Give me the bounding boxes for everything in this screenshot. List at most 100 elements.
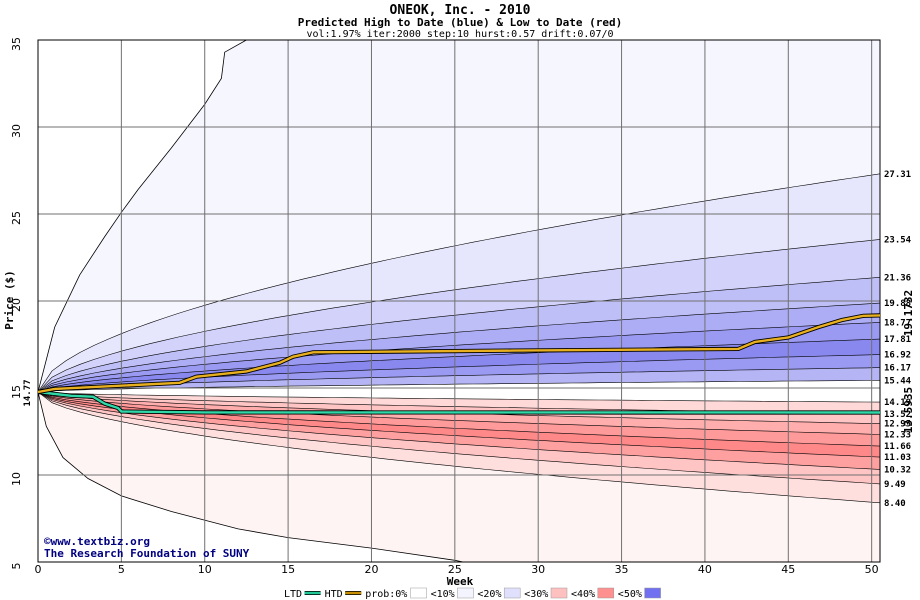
credit-line-2: The Research Foundation of SUNY [44, 547, 250, 560]
legend-swatch [644, 587, 661, 599]
band-value-label: 11.03 [884, 453, 911, 463]
upper-band-8 [38, 367, 880, 392]
legend-label: prob:0% [365, 589, 407, 600]
x-tick-label: 45 [781, 563, 795, 576]
band-value-label: 15.44 [884, 376, 912, 386]
band-line-1 [38, 173, 880, 393]
band-value-label: 19.88 [884, 299, 911, 309]
band-line-16 [38, 391, 880, 470]
series-lines [37, 313, 881, 415]
x-tick-label: 35 [615, 563, 629, 576]
upper-band-5 [38, 322, 880, 392]
envelope-upper-fill [38, 40, 880, 392]
y-tick-label: 25 [10, 211, 23, 225]
band-value-label: 12.95 [884, 420, 911, 430]
envelope-lower-line [38, 391, 464, 562]
simulation-params: vol:1.97% iter:2000 step:10 hurst:0.57 d… [306, 29, 613, 40]
x-tick-label: 25 [448, 563, 462, 576]
start-price-label: 14.77 [23, 379, 33, 406]
band-line-7 [38, 354, 880, 393]
band-labels: 27.31 23.54 21.36 19.88 18.77 17.81 16.92 16.17… [884, 170, 912, 509]
band-value-label: 18.77 [884, 318, 911, 328]
band-line-18 [38, 391, 880, 504]
y-axis-label: Price ($) [3, 270, 16, 330]
legend: LTD HTD prob:0% <10% <20% <30% <40% <50% [284, 587, 661, 600]
band-value-label: 10.32 [884, 465, 911, 475]
htd-line [37, 313, 881, 395]
x-tick-label: 50 [865, 563, 879, 576]
ltd-line [37, 389, 881, 415]
band-line-4 [38, 302, 880, 393]
axis-ticks: 0 5 10 15 20 25 30 35 40 45 50 5 10 15 20 25 30 35 [10, 37, 879, 576]
y-tick-label: 15 [10, 385, 23, 399]
legend-item: <40% [571, 587, 615, 600]
band-value-label: 8.40 [884, 499, 906, 509]
credit-line-1: ©www.textbiz.org [44, 535, 150, 548]
band-value-label: 17.81 [884, 335, 911, 345]
x-tick-label: 30 [531, 563, 545, 576]
legend-item: <50% [618, 587, 661, 600]
y-tick-label: 20 [10, 298, 23, 312]
x-tick-label: 0 [35, 563, 42, 576]
legend-item: prob:0% [365, 587, 427, 600]
y-tick-label: 30 [10, 124, 23, 138]
lower-band-1 [38, 392, 880, 414]
chart-subtitle: Predicted High to Date (blue) & Low to D… [298, 16, 623, 29]
band-value-label: 23.54 [884, 235, 912, 245]
legend-label: <20% [477, 589, 501, 600]
band-value-label: 13.52 [884, 410, 911, 420]
band-line-13 [38, 391, 880, 435]
band-value-label: 21.36 [884, 273, 911, 283]
band-value-label: 14.19 [884, 398, 911, 408]
legend-item: <30% [524, 587, 568, 600]
lower-band-6 [38, 392, 880, 470]
legend-swatch [410, 587, 427, 599]
legend-item: <20% [477, 587, 521, 600]
x-tick-label: 20 [364, 563, 378, 576]
legend-label: LTD [284, 589, 302, 600]
band-value-label: 9.49 [884, 480, 906, 490]
band-value-label: 16.17 [884, 364, 911, 374]
x-tick-label: 40 [698, 563, 712, 576]
band-line-2 [38, 239, 880, 393]
upper-band-7 [38, 354, 880, 392]
plot-border [37, 39, 881, 563]
band-line-5 [38, 322, 880, 393]
envelope-lower-fill [38, 392, 880, 562]
band-line-10 [38, 391, 880, 403]
grid [37, 39, 881, 563]
legend-label: <30% [524, 589, 548, 600]
band-value-label: 27.31 [884, 170, 911, 180]
legend-swatch [550, 587, 568, 599]
band-value-label: 11.66 [884, 442, 911, 452]
legend-label: <40% [571, 589, 595, 600]
lower-band-2 [38, 392, 880, 424]
legend-swatch [457, 587, 474, 599]
legend-label: <10% [431, 589, 455, 600]
legend-item: <10% [431, 587, 474, 600]
x-axis-label: Week [447, 575, 474, 588]
x-tick-label: 5 [118, 563, 125, 576]
upper-band-1 [38, 173, 880, 392]
lower-band-4 [38, 392, 880, 447]
y-tick-label: 10 [10, 472, 23, 486]
lower-band-7 [38, 392, 880, 484]
center-band [38, 380, 880, 403]
band-value-label: 16.92 [884, 351, 911, 361]
y-tick-label: 35 [10, 37, 23, 51]
x-tick-label: 15 [281, 563, 295, 576]
band-line-3 [38, 277, 880, 393]
legend-swatch [597, 587, 615, 599]
htd-final-label: 19.1732 [902, 290, 915, 336]
upper-band-2 [38, 239, 880, 392]
legend-label: HTD [325, 589, 343, 600]
band-line-6 [38, 338, 880, 393]
upper-band-6 [38, 339, 880, 392]
band-line-15 [38, 391, 880, 458]
lower-band-3 [38, 392, 880, 435]
legend-label: <50% [618, 589, 642, 600]
legend-item: LTD [284, 589, 321, 600]
chart-title: ONEOK, Inc. - 2010 [390, 3, 531, 18]
ltd-final-label: 13.5935 [902, 387, 915, 433]
